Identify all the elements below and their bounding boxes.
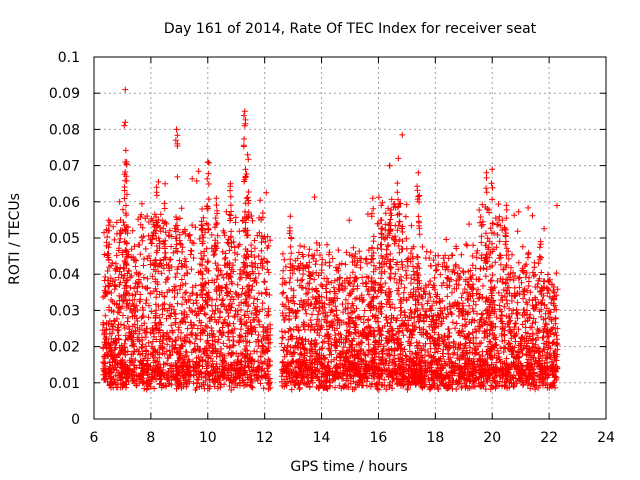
x-tick-label: 10 xyxy=(199,430,217,446)
y-tick-label: 0.05 xyxy=(49,231,80,247)
y-tick-label: 0.04 xyxy=(49,267,80,283)
y-axis-label: ROTI / TECUs xyxy=(7,193,23,285)
x-tick-label: 24 xyxy=(597,430,615,446)
y-tick-label: 0.07 xyxy=(49,159,80,175)
y-tick-label: 0.09 xyxy=(49,86,80,102)
x-tick-label: 12 xyxy=(256,430,274,446)
x-tick-label: 18 xyxy=(426,430,444,446)
x-tick-label: 16 xyxy=(370,430,388,446)
roti-points xyxy=(99,86,561,393)
data-points xyxy=(99,86,561,393)
y-tick-label: 0.02 xyxy=(49,340,80,356)
y-tick-label: 0.06 xyxy=(49,195,80,211)
y-tick-labels: 0 0.01 0.02 0.03 0.04 0.05 0.06 0.07 0.08 0.09 0.1 xyxy=(49,50,80,428)
x-tick-label: 22 xyxy=(540,430,558,446)
x-tick-label: 20 xyxy=(483,430,501,446)
y-tick-label: 0.08 xyxy=(49,122,80,138)
x-tick-labels: 6 8 10 12 14 16 18 20 22 24 xyxy=(90,430,615,446)
y-tick-label: 0.1 xyxy=(58,50,80,66)
y-tick-label: 0 xyxy=(71,412,80,428)
x-tick-label: 8 xyxy=(146,430,155,446)
y-tick-label: 0.03 xyxy=(49,303,80,319)
x-tick-label: 6 xyxy=(90,430,99,446)
chart-title: Day 161 of 2014, Rate Of TEC Index for r… xyxy=(164,21,537,37)
x-tick-label: 14 xyxy=(313,430,331,446)
axis-ticks xyxy=(93,56,607,420)
y-tick-label: 0.01 xyxy=(49,376,80,392)
grid-lines xyxy=(94,57,606,419)
x-axis-label: GPS time / hours xyxy=(290,459,407,475)
